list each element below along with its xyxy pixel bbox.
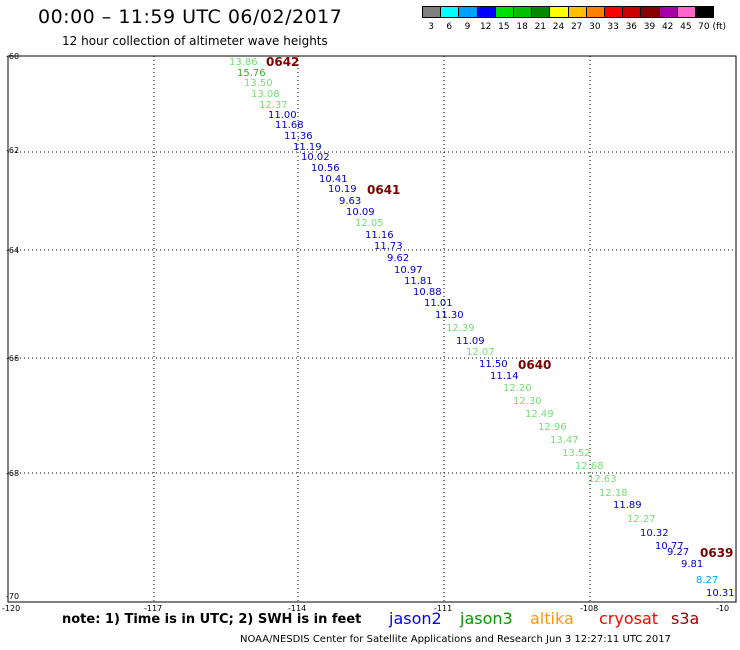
wave-height-value: 11.68 [275, 120, 304, 131]
wave-height-value: 11.19 [293, 142, 322, 153]
satellite-jason2: jason2 [389, 609, 442, 628]
wave-height-value: 13.50 [244, 78, 273, 89]
wave-height-value: 12.27 [627, 514, 656, 525]
legend-label: 27 [570, 22, 583, 32]
latitude-label: -68 [6, 469, 20, 478]
wave-height-value: 13.08 [251, 89, 280, 100]
pass-time-label: 0642 [266, 55, 300, 69]
wave-height-value: 12.05 [355, 218, 384, 229]
latitude-label: -60 [6, 52, 20, 61]
satellite-altika: altika [530, 609, 574, 628]
page-subtitle: 12 hour collection of altimeter wave hei… [62, 34, 328, 48]
wave-height-value: 9.62 [387, 253, 410, 264]
wave-height-value: 13.52 [562, 448, 591, 459]
wave-height-value: 12.20 [503, 383, 532, 394]
wave-height-value: 10.41 [319, 174, 348, 185]
longitude-label: -108 [580, 604, 599, 613]
footer-note: note: 1) Time is in UTC; 2) SWH is in fe… [62, 612, 362, 627]
longitude-label: -117 [144, 604, 163, 613]
wave-height-value: 12.07 [466, 347, 495, 358]
wave-height-value: 10.19 [328, 184, 357, 195]
legend-label: 42 [661, 22, 674, 32]
legend-label: 70 (ft) [698, 22, 727, 32]
wave-height-value: 9.63 [339, 196, 362, 207]
latitude-label: -70 [6, 592, 20, 601]
wave-height-value: 11.00 [268, 110, 297, 121]
pass-time-label: 0639 [700, 546, 734, 560]
wave-height-value: 11.50 [479, 359, 508, 370]
credit-line: NOAA/NESDIS Center for Satellite Applica… [240, 634, 671, 645]
wave-height-value: 11.09 [456, 336, 485, 347]
wave-height-value: 9.81 [681, 559, 704, 570]
legend-label: 33 [607, 22, 619, 32]
wave-height-value: 10.56 [311, 163, 340, 174]
wave-height-value: 10.09 [346, 207, 375, 218]
wave-height-value: 13.86 [229, 57, 258, 68]
wave-height-value: 11.73 [374, 241, 403, 252]
wave-height-value: 12.49 [525, 409, 554, 420]
longitude-label: -114 [288, 604, 307, 613]
longitude-label: -120 [2, 604, 21, 613]
wave-height-value: 10.97 [394, 265, 423, 276]
wave-height-value: 12.68 [575, 461, 604, 472]
legend-swatch [695, 6, 715, 18]
wave-height-value: 11.14 [490, 371, 519, 382]
latitude-label: -64 [6, 246, 20, 255]
legend-label: 36 [625, 22, 638, 32]
wave-height-value: 10.02 [301, 152, 330, 163]
legend-label: 9 [464, 22, 471, 32]
wave-height-value: 9.27 [667, 547, 690, 558]
latitude-label: -62 [6, 146, 20, 155]
wave-height-value: 10.88 [413, 287, 442, 298]
legend-label: 3 [428, 22, 434, 32]
wave-height-value: 12.63 [588, 474, 617, 485]
satellite-jason3: jason3 [460, 609, 513, 628]
wave-height-value: 11.01 [424, 298, 453, 309]
wave-height-value: 11.16 [365, 230, 394, 241]
legend-label: 45 [680, 22, 692, 32]
page-title: 00:00 – 11:59 UTC 06/02/2017 [38, 6, 343, 28]
wave-height-value: 15.76 [237, 68, 266, 79]
wave-height-value: 11.89 [613, 500, 642, 511]
wave-height-value: 11.30 [435, 310, 464, 321]
satellite-s3a: s3a [671, 609, 700, 628]
wave-height-value: 12.96 [538, 422, 567, 433]
wave-height-value: 10.32 [640, 528, 669, 539]
legend-label: 6 [446, 22, 453, 32]
wave-height-value: 13.47 [550, 435, 579, 446]
wave-height-value: 12.30 [513, 396, 542, 407]
latitude-label: -66 [6, 354, 20, 363]
legend-label: 24 [552, 22, 565, 32]
satellite-cryosat: cryosat [599, 609, 659, 628]
pass-time-label: 0641 [367, 183, 401, 197]
wave-height-value: 12.18 [599, 488, 628, 499]
wave-height-value: 11.36 [284, 131, 313, 142]
legend-label: 21 [534, 22, 547, 32]
wave-height-value: 11.81 [404, 276, 433, 287]
wave-height-value: 10.77 [655, 541, 684, 552]
legend-label: 15 [498, 22, 510, 32]
legend-label: 12 [479, 22, 492, 32]
wave-height-value: 10.31 [706, 588, 735, 599]
longitude-label: -10 [716, 604, 730, 613]
wave-height-value: 12.39 [446, 323, 475, 334]
legend-label: 39 [643, 22, 656, 32]
longitude-label: -111 [434, 604, 453, 613]
wave-height-value: 12.37 [259, 100, 288, 111]
legend-label: 30 [589, 22, 601, 32]
legend-label: 18 [516, 22, 528, 32]
pass-time-label: 0640 [518, 358, 552, 372]
wave-height-value: 8.27 [696, 575, 719, 586]
